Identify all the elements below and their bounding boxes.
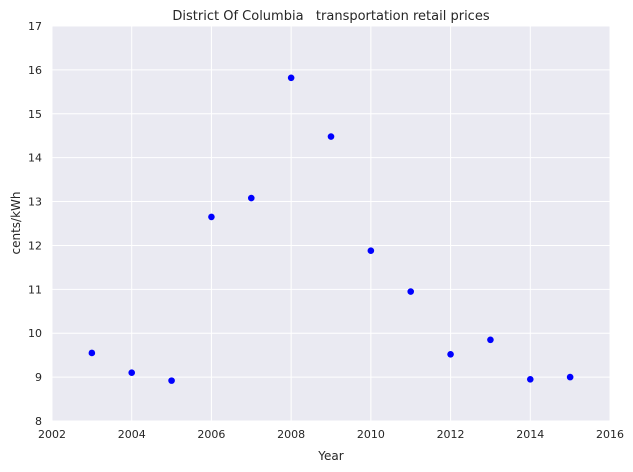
x-tick-label: 2016 bbox=[596, 428, 624, 441]
x-tick-labels: 2002 2004 2006 2008 2010 2012 2014 2016 bbox=[38, 428, 624, 441]
y-tick-label: 16 bbox=[28, 64, 42, 77]
data-point bbox=[487, 336, 494, 344]
x-tick-label: 2002 bbox=[38, 428, 66, 441]
data-point bbox=[287, 74, 295, 82]
data-point bbox=[526, 376, 534, 383]
data-point bbox=[327, 133, 335, 140]
y-tick-label: 14 bbox=[28, 152, 42, 165]
x-tick-label: 2014 bbox=[516, 428, 544, 441]
x-tick-label: 2006 bbox=[197, 428, 225, 441]
data-point bbox=[407, 288, 415, 295]
x-tick-label: 2004 bbox=[118, 428, 146, 441]
data-point bbox=[208, 213, 215, 221]
y-tick-label: 17 bbox=[28, 20, 42, 33]
data-point bbox=[367, 247, 375, 255]
plot-area bbox=[52, 26, 610, 421]
y-tick-label: 9 bbox=[35, 371, 42, 384]
grid-lines bbox=[51, 25, 611, 422]
y-axis-label: cents/kWh bbox=[9, 191, 23, 254]
data-point bbox=[247, 194, 255, 202]
y-tick-label: 15 bbox=[28, 108, 42, 121]
y-tick-label: 13 bbox=[28, 196, 42, 209]
y-tick-label: 12 bbox=[28, 239, 42, 252]
y-tick-labels: 8 9 10 11 12 13 14 15 16 17 bbox=[28, 20, 42, 428]
x-tick-label: 2008 bbox=[277, 428, 305, 441]
y-tick-label: 8 bbox=[35, 415, 42, 428]
data-points bbox=[88, 74, 574, 384]
x-tick-label: 2010 bbox=[357, 428, 385, 441]
y-tick-label: 11 bbox=[28, 283, 42, 296]
chart-title: District Of Columbia transportation reta… bbox=[172, 9, 489, 24]
x-tick-label: 2012 bbox=[437, 428, 465, 441]
data-point bbox=[447, 350, 454, 358]
y-tick-label: 10 bbox=[28, 327, 42, 340]
data-point bbox=[88, 349, 96, 357]
x-axis-label: Year bbox=[317, 449, 343, 463]
data-point bbox=[128, 369, 136, 377]
data-point bbox=[566, 373, 574, 381]
data-point bbox=[168, 377, 175, 384]
